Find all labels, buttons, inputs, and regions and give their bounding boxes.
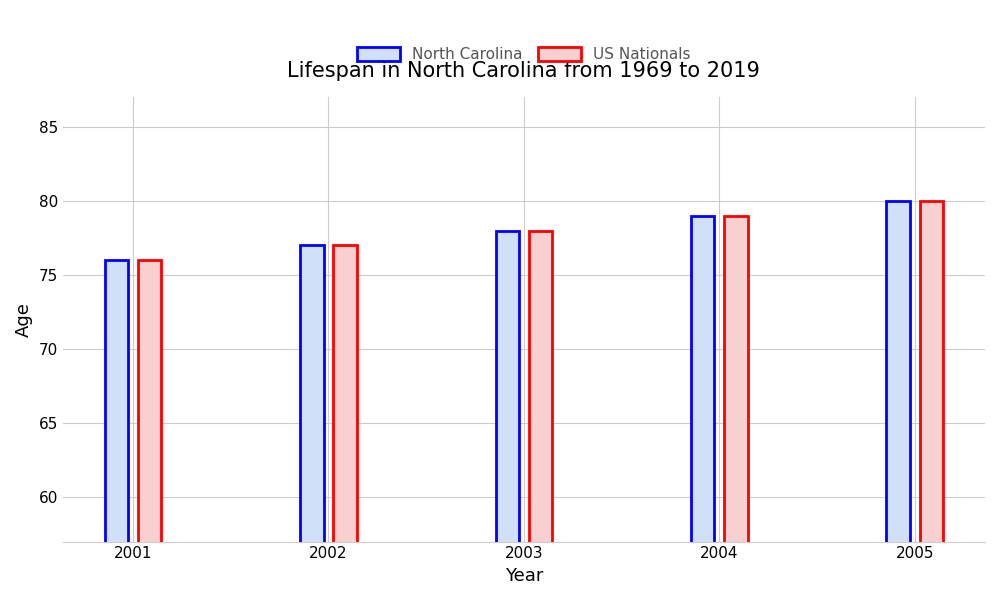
Title: Lifespan in North Carolina from 1969 to 2019: Lifespan in North Carolina from 1969 to … — [287, 61, 760, 80]
Bar — [724, 216, 748, 600]
Bar — [105, 260, 128, 600]
Bar — [886, 201, 910, 600]
Legend: North Carolina, US Nationals: North Carolina, US Nationals — [357, 47, 691, 62]
Bar — [920, 201, 943, 600]
Y-axis label: Age: Age — [15, 302, 33, 337]
Bar — [529, 230, 552, 600]
X-axis label: Year: Year — [505, 567, 543, 585]
Bar — [138, 260, 161, 600]
Bar — [333, 245, 357, 600]
Bar — [691, 216, 714, 600]
Bar — [496, 230, 519, 600]
Bar — [300, 245, 324, 600]
